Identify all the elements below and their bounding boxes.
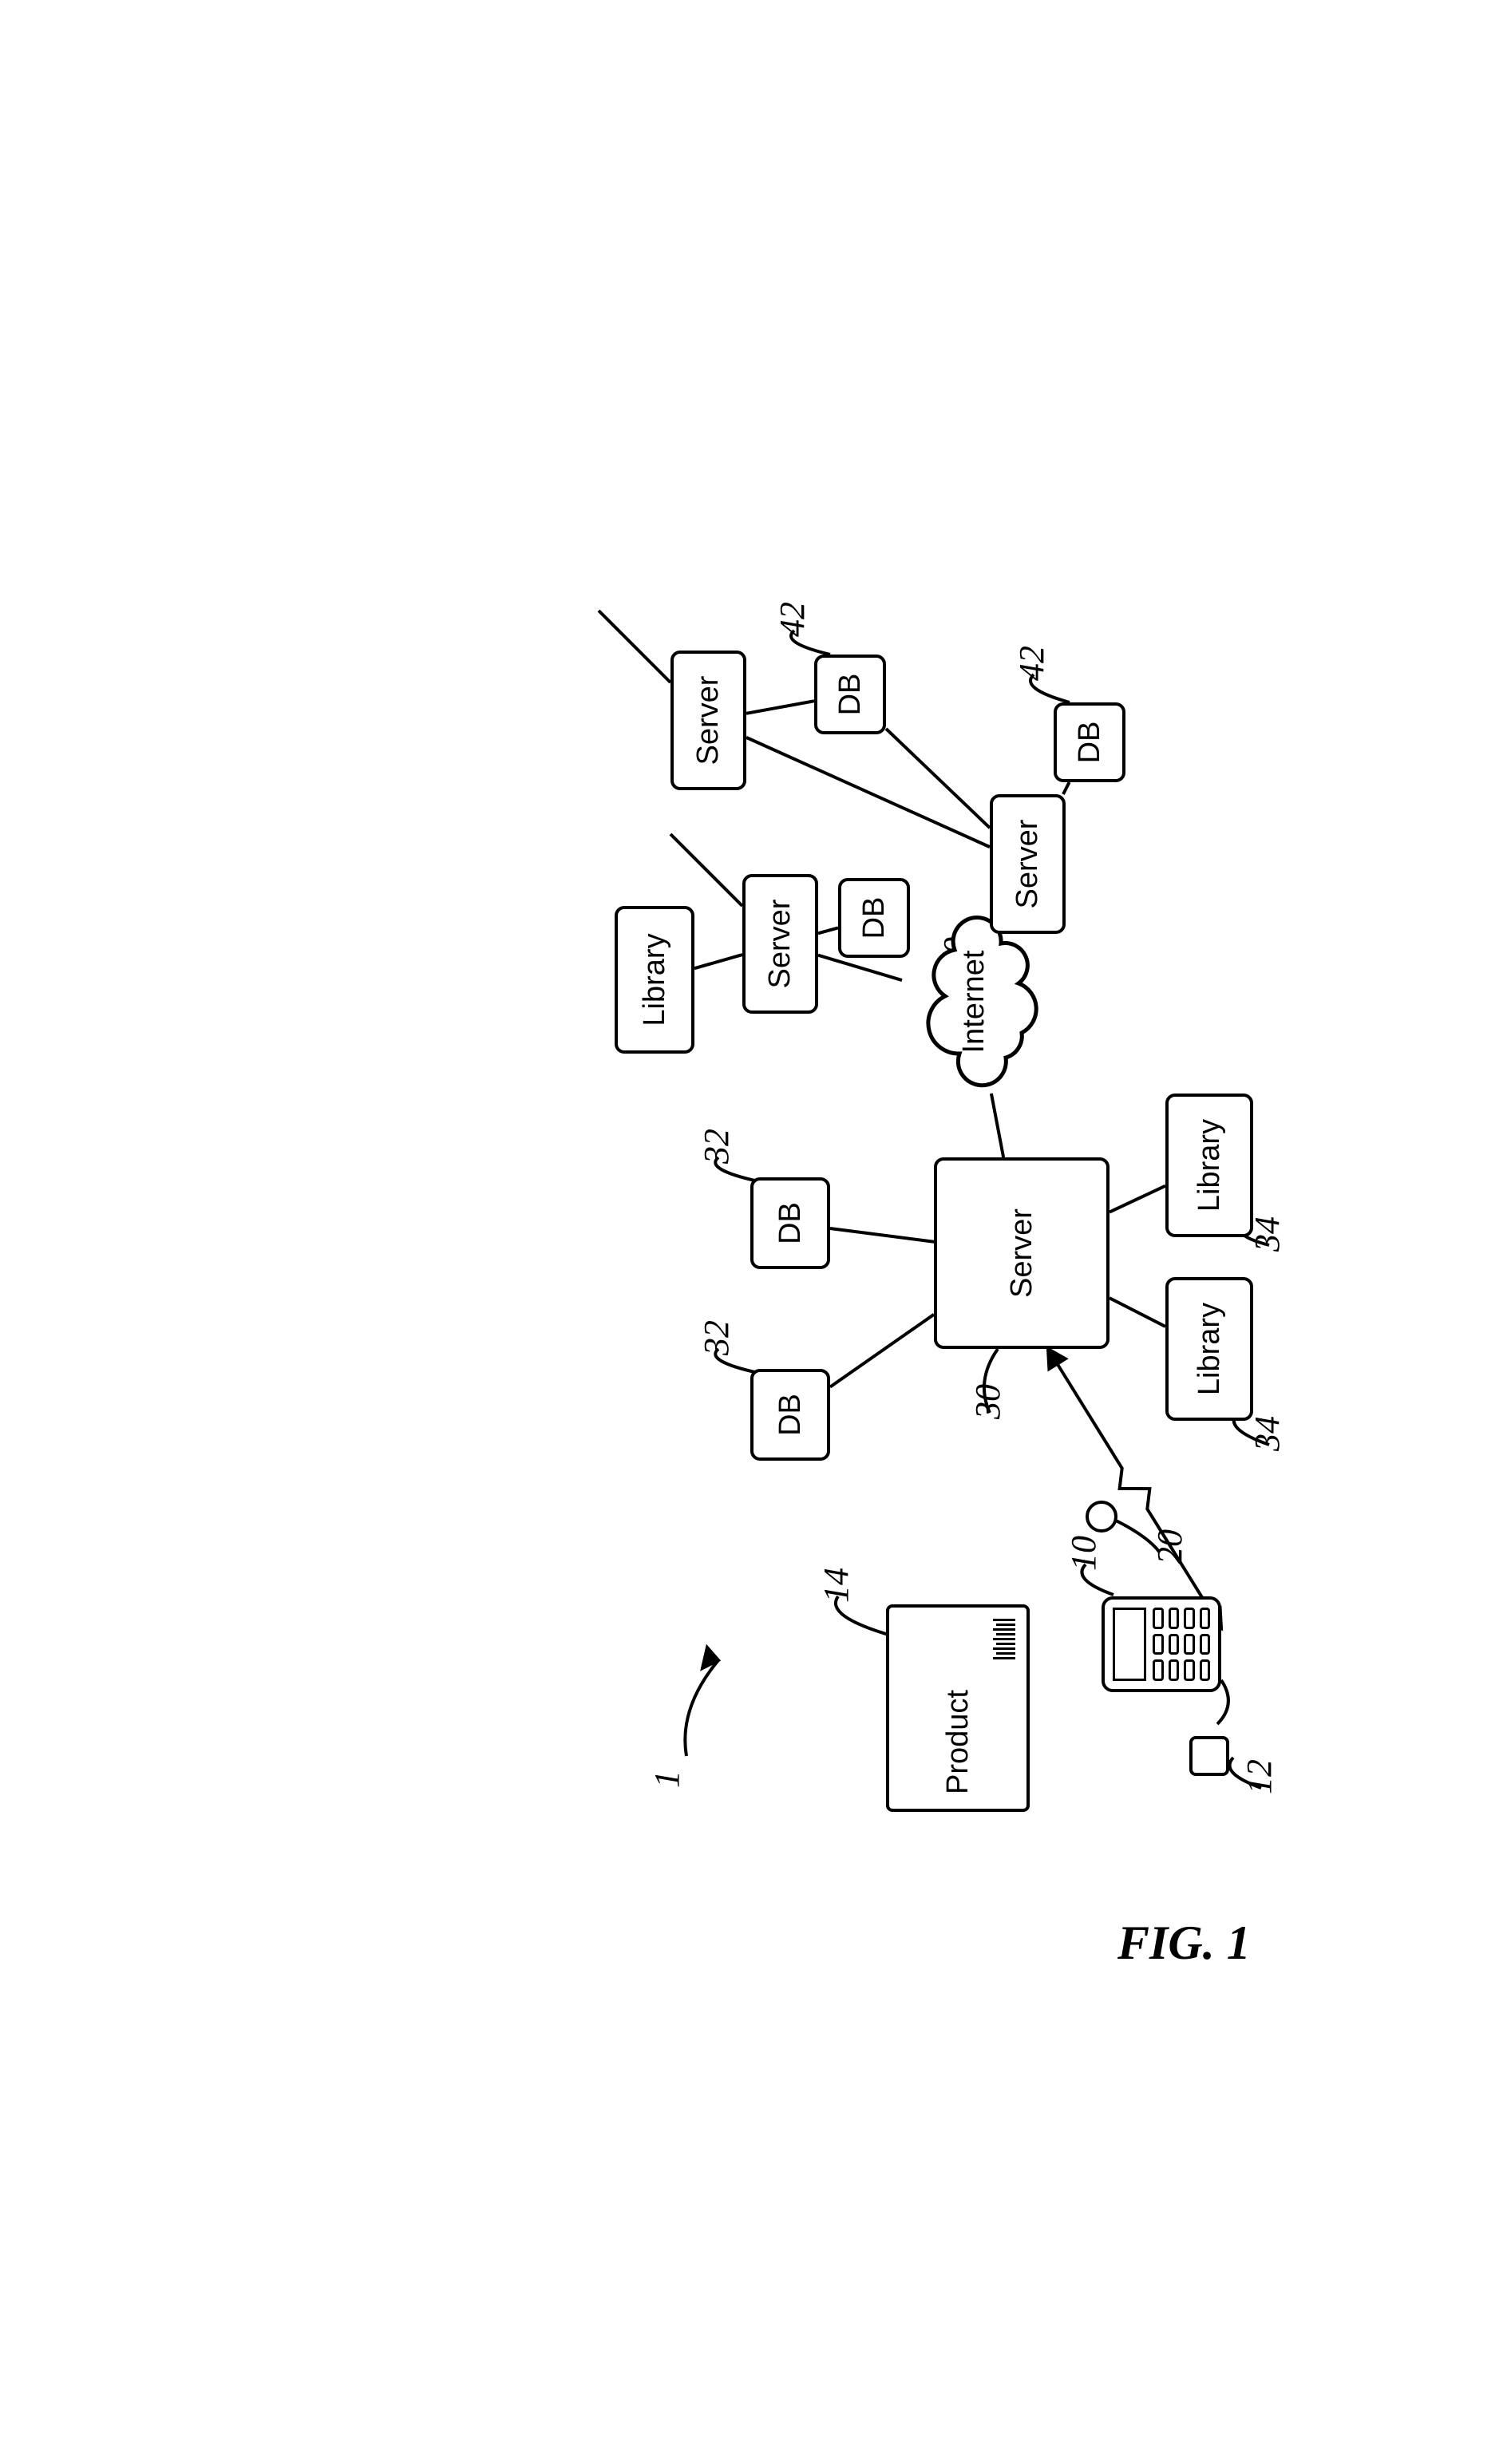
lib34a-label: Library: [1193, 1303, 1227, 1395]
db32b-box: DB: [750, 1177, 830, 1269]
dbL-label: DB: [857, 897, 892, 939]
server30-label: Server: [1005, 1208, 1039, 1298]
db42a-box: DB: [1054, 702, 1125, 782]
mobile-device-icon: [1102, 1596, 1221, 1692]
ref-34: 34: [1247, 1416, 1288, 1451]
libraryL-box: Library: [615, 906, 694, 1054]
ref-12: 12: [1239, 1759, 1280, 1794]
product-box: Product: [886, 1604, 1030, 1812]
ref-10: 10: [1063, 1536, 1104, 1571]
scanner-icon: [1189, 1736, 1229, 1776]
ref-14: 14: [816, 1568, 856, 1603]
db42b-box: DB: [814, 655, 886, 734]
libraryL-label: Library: [638, 933, 672, 1026]
serverTR-box: Server: [670, 651, 746, 790]
serverTR-label: Server: [691, 676, 726, 765]
product-label: Product: [941, 1690, 975, 1794]
internet-cloud: Internet: [902, 910, 1046, 1094]
ref-32: 32: [696, 1129, 737, 1164]
internet-label: Internet: [957, 951, 991, 1054]
db42b-label: DB: [833, 674, 868, 716]
db32a-label: DB: [773, 1394, 808, 1436]
serverL-label: Server: [763, 900, 797, 989]
system-ref: 1: [647, 1770, 687, 1788]
db32a-box: DB: [750, 1369, 830, 1461]
db42a-label: DB: [1073, 722, 1107, 764]
db32b-label: DB: [773, 1202, 808, 1244]
ref-42: 42: [1011, 646, 1052, 681]
serverL-box: Server: [742, 874, 818, 1014]
dbL-box: DB: [838, 878, 910, 958]
barcode-icon: [993, 1619, 1015, 1659]
ref-30: 30: [967, 1384, 1008, 1419]
ref-42: 42: [772, 602, 813, 637]
figure-label: FIG. 1: [1117, 1916, 1251, 1971]
lib34b-box: Library: [1165, 1094, 1253, 1237]
ref-32: 32: [696, 1320, 737, 1355]
ref-20: 20: [1149, 1529, 1190, 1564]
lib34b-label: Library: [1193, 1119, 1227, 1212]
lib34a-box: Library: [1165, 1277, 1253, 1421]
server40-label: Server: [1011, 820, 1045, 909]
server30-box: Server: [934, 1157, 1110, 1349]
server40-box: Server: [990, 794, 1066, 934]
